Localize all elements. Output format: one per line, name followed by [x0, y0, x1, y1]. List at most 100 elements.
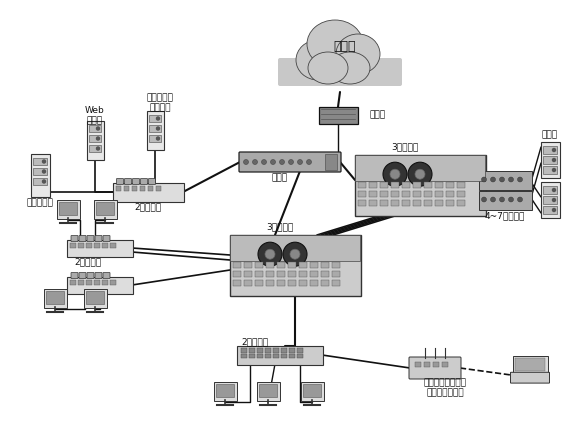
- FancyBboxPatch shape: [116, 186, 121, 191]
- FancyBboxPatch shape: [358, 191, 366, 197]
- Circle shape: [289, 160, 294, 164]
- FancyBboxPatch shape: [70, 280, 75, 285]
- FancyBboxPatch shape: [149, 178, 156, 184]
- FancyBboxPatch shape: [103, 236, 110, 242]
- FancyBboxPatch shape: [110, 243, 116, 248]
- FancyBboxPatch shape: [86, 121, 104, 160]
- Circle shape: [265, 249, 275, 259]
- FancyBboxPatch shape: [433, 362, 439, 367]
- FancyBboxPatch shape: [84, 288, 107, 308]
- FancyBboxPatch shape: [103, 280, 108, 285]
- FancyBboxPatch shape: [310, 271, 318, 277]
- FancyBboxPatch shape: [233, 262, 241, 268]
- FancyBboxPatch shape: [266, 271, 274, 277]
- FancyBboxPatch shape: [332, 262, 340, 268]
- FancyBboxPatch shape: [244, 262, 252, 268]
- FancyBboxPatch shape: [70, 243, 75, 248]
- FancyBboxPatch shape: [332, 280, 340, 286]
- Circle shape: [157, 137, 160, 140]
- FancyBboxPatch shape: [89, 145, 101, 153]
- FancyBboxPatch shape: [116, 178, 123, 184]
- Text: 路由器: 路由器: [272, 173, 288, 183]
- FancyBboxPatch shape: [233, 271, 241, 277]
- FancyBboxPatch shape: [424, 182, 432, 188]
- Text: 防火墙: 防火墙: [370, 111, 386, 119]
- FancyBboxPatch shape: [435, 200, 443, 206]
- FancyBboxPatch shape: [46, 291, 65, 304]
- FancyBboxPatch shape: [266, 280, 274, 286]
- FancyBboxPatch shape: [56, 200, 79, 218]
- Circle shape: [509, 197, 513, 202]
- Text: 互联网: 互联网: [334, 41, 356, 53]
- FancyBboxPatch shape: [332, 271, 340, 277]
- FancyBboxPatch shape: [299, 271, 307, 277]
- Circle shape: [482, 197, 487, 202]
- Circle shape: [390, 169, 400, 179]
- FancyBboxPatch shape: [297, 348, 303, 353]
- FancyBboxPatch shape: [289, 354, 295, 358]
- Circle shape: [43, 180, 46, 183]
- FancyBboxPatch shape: [510, 372, 550, 383]
- FancyBboxPatch shape: [124, 178, 131, 184]
- FancyBboxPatch shape: [33, 168, 47, 175]
- Circle shape: [552, 188, 555, 191]
- FancyBboxPatch shape: [266, 348, 271, 353]
- Text: 4~7层交换机: 4~7层交换机: [485, 212, 525, 221]
- Circle shape: [499, 197, 505, 202]
- FancyBboxPatch shape: [435, 182, 443, 188]
- FancyBboxPatch shape: [457, 200, 465, 206]
- FancyBboxPatch shape: [89, 125, 101, 132]
- FancyBboxPatch shape: [409, 357, 461, 379]
- FancyBboxPatch shape: [259, 384, 277, 397]
- FancyBboxPatch shape: [321, 280, 329, 286]
- FancyBboxPatch shape: [86, 280, 92, 285]
- FancyBboxPatch shape: [515, 358, 545, 371]
- FancyBboxPatch shape: [94, 280, 100, 285]
- FancyBboxPatch shape: [94, 243, 100, 248]
- FancyBboxPatch shape: [355, 155, 486, 180]
- Circle shape: [491, 177, 495, 182]
- FancyBboxPatch shape: [540, 182, 559, 218]
- Circle shape: [383, 162, 407, 186]
- Text: Web
服务器: Web 服务器: [85, 106, 105, 126]
- FancyBboxPatch shape: [310, 262, 318, 268]
- FancyBboxPatch shape: [288, 280, 296, 286]
- FancyBboxPatch shape: [413, 191, 421, 197]
- Circle shape: [499, 177, 505, 182]
- FancyBboxPatch shape: [299, 280, 307, 286]
- FancyBboxPatch shape: [44, 288, 66, 308]
- Circle shape: [157, 117, 160, 120]
- Circle shape: [297, 160, 302, 164]
- Text: 服务器: 服务器: [542, 131, 558, 139]
- FancyBboxPatch shape: [33, 178, 47, 185]
- FancyBboxPatch shape: [95, 273, 102, 278]
- FancyBboxPatch shape: [380, 191, 388, 197]
- FancyBboxPatch shape: [244, 280, 252, 286]
- Text: 2层交换机: 2层交换机: [134, 202, 161, 212]
- FancyBboxPatch shape: [249, 348, 255, 353]
- FancyBboxPatch shape: [289, 348, 295, 353]
- FancyBboxPatch shape: [103, 243, 108, 248]
- FancyBboxPatch shape: [87, 236, 94, 242]
- FancyBboxPatch shape: [310, 280, 318, 286]
- FancyBboxPatch shape: [543, 206, 558, 214]
- FancyBboxPatch shape: [319, 107, 358, 124]
- FancyBboxPatch shape: [424, 362, 430, 367]
- FancyBboxPatch shape: [321, 271, 329, 277]
- Circle shape: [552, 159, 555, 162]
- Circle shape: [244, 160, 248, 164]
- FancyBboxPatch shape: [288, 262, 296, 268]
- FancyBboxPatch shape: [543, 196, 558, 204]
- FancyBboxPatch shape: [479, 170, 532, 190]
- FancyBboxPatch shape: [146, 111, 164, 149]
- FancyBboxPatch shape: [369, 200, 377, 206]
- FancyBboxPatch shape: [214, 382, 237, 400]
- FancyBboxPatch shape: [266, 262, 274, 268]
- FancyBboxPatch shape: [299, 262, 307, 268]
- FancyBboxPatch shape: [31, 153, 50, 197]
- FancyBboxPatch shape: [543, 156, 558, 164]
- FancyBboxPatch shape: [93, 200, 116, 218]
- FancyBboxPatch shape: [33, 158, 47, 165]
- FancyBboxPatch shape: [391, 200, 399, 206]
- FancyBboxPatch shape: [67, 239, 133, 257]
